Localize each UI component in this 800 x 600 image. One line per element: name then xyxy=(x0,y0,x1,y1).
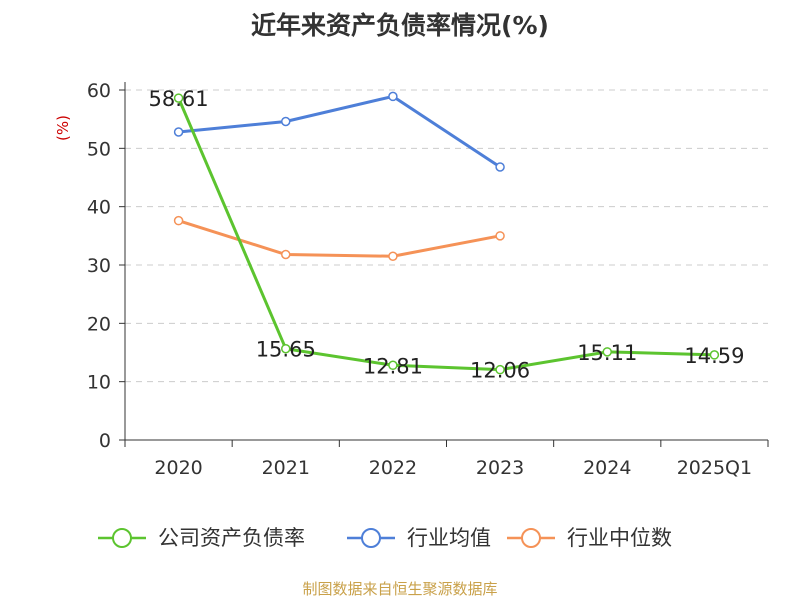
data-label: 15.11 xyxy=(577,341,637,365)
data-point xyxy=(281,249,291,260)
data-labels: 58.61 15.65 12.81 12.06 15.11 14.59 xyxy=(149,87,745,383)
y-tick-label: 30 xyxy=(87,255,111,277)
data-point xyxy=(388,251,398,261)
y-tick-label: 60 xyxy=(87,80,111,102)
y-tick-label: 10 xyxy=(87,372,111,394)
y-axis-label: (%) xyxy=(54,115,72,141)
data-point xyxy=(709,350,720,360)
y-tick-label: 40 xyxy=(87,197,111,219)
legend-item[interactable]: 行业均值 xyxy=(347,526,491,550)
data-point xyxy=(495,231,505,241)
legend-marker-icon xyxy=(361,528,381,548)
x-tick-label: 2022 xyxy=(369,457,417,479)
legend-item[interactable]: 行业中位数 xyxy=(507,526,672,550)
series-line xyxy=(178,219,501,258)
data-label: 14.59 xyxy=(684,344,744,368)
chart-title: 近年来资产负债率情况(%) xyxy=(251,11,549,40)
source-note: 制图数据来自恒生聚源数据库 xyxy=(302,580,498,598)
x-axis-ticks: 2020 2021 2022 2023 2024 2025Q1 xyxy=(124,440,769,479)
data-label: 15.65 xyxy=(256,338,316,362)
data-label: 58.61 xyxy=(149,87,209,111)
data-point xyxy=(388,91,398,102)
data-label: 12.81 xyxy=(363,354,423,378)
x-tick-label: 2021 xyxy=(262,457,310,479)
x-tick-label: 2020 xyxy=(154,457,202,479)
data-point xyxy=(173,93,184,103)
y-tick-label: 20 xyxy=(87,313,111,335)
data-point xyxy=(495,364,505,375)
legend-label: 公司资产负债率 xyxy=(158,526,305,550)
y-tick-label: 0 xyxy=(99,430,111,452)
grid-lines xyxy=(125,89,768,383)
x-tick-label: 2025Q1 xyxy=(677,457,752,479)
y-tick-label: 50 xyxy=(87,138,111,160)
x-tick-label: 2024 xyxy=(583,457,631,479)
legend-label: 行业均值 xyxy=(407,526,491,550)
series-line xyxy=(177,97,715,372)
data-point xyxy=(173,127,184,137)
data-label: 12.06 xyxy=(470,359,530,383)
legend-marker-icon xyxy=(112,528,132,548)
data-point xyxy=(281,343,291,354)
legend: 公司资产负债率 行业均值 行业中位数 xyxy=(98,526,672,550)
legend-item[interactable]: 公司资产负债率 xyxy=(98,526,305,550)
legend-marker-icon xyxy=(521,528,541,548)
axes xyxy=(124,82,768,441)
y-axis-ticks: 0 10 20 30 40 50 60 xyxy=(87,80,125,452)
data-point xyxy=(281,116,291,127)
data-point xyxy=(173,215,184,226)
series-points xyxy=(173,91,720,375)
data-point xyxy=(388,360,398,371)
data-point xyxy=(495,162,505,172)
x-tick-label: 2023 xyxy=(476,457,524,479)
series-lines xyxy=(177,94,715,372)
legend-label: 行业中位数 xyxy=(567,526,672,550)
series-line xyxy=(178,94,501,169)
data-point xyxy=(602,347,612,357)
